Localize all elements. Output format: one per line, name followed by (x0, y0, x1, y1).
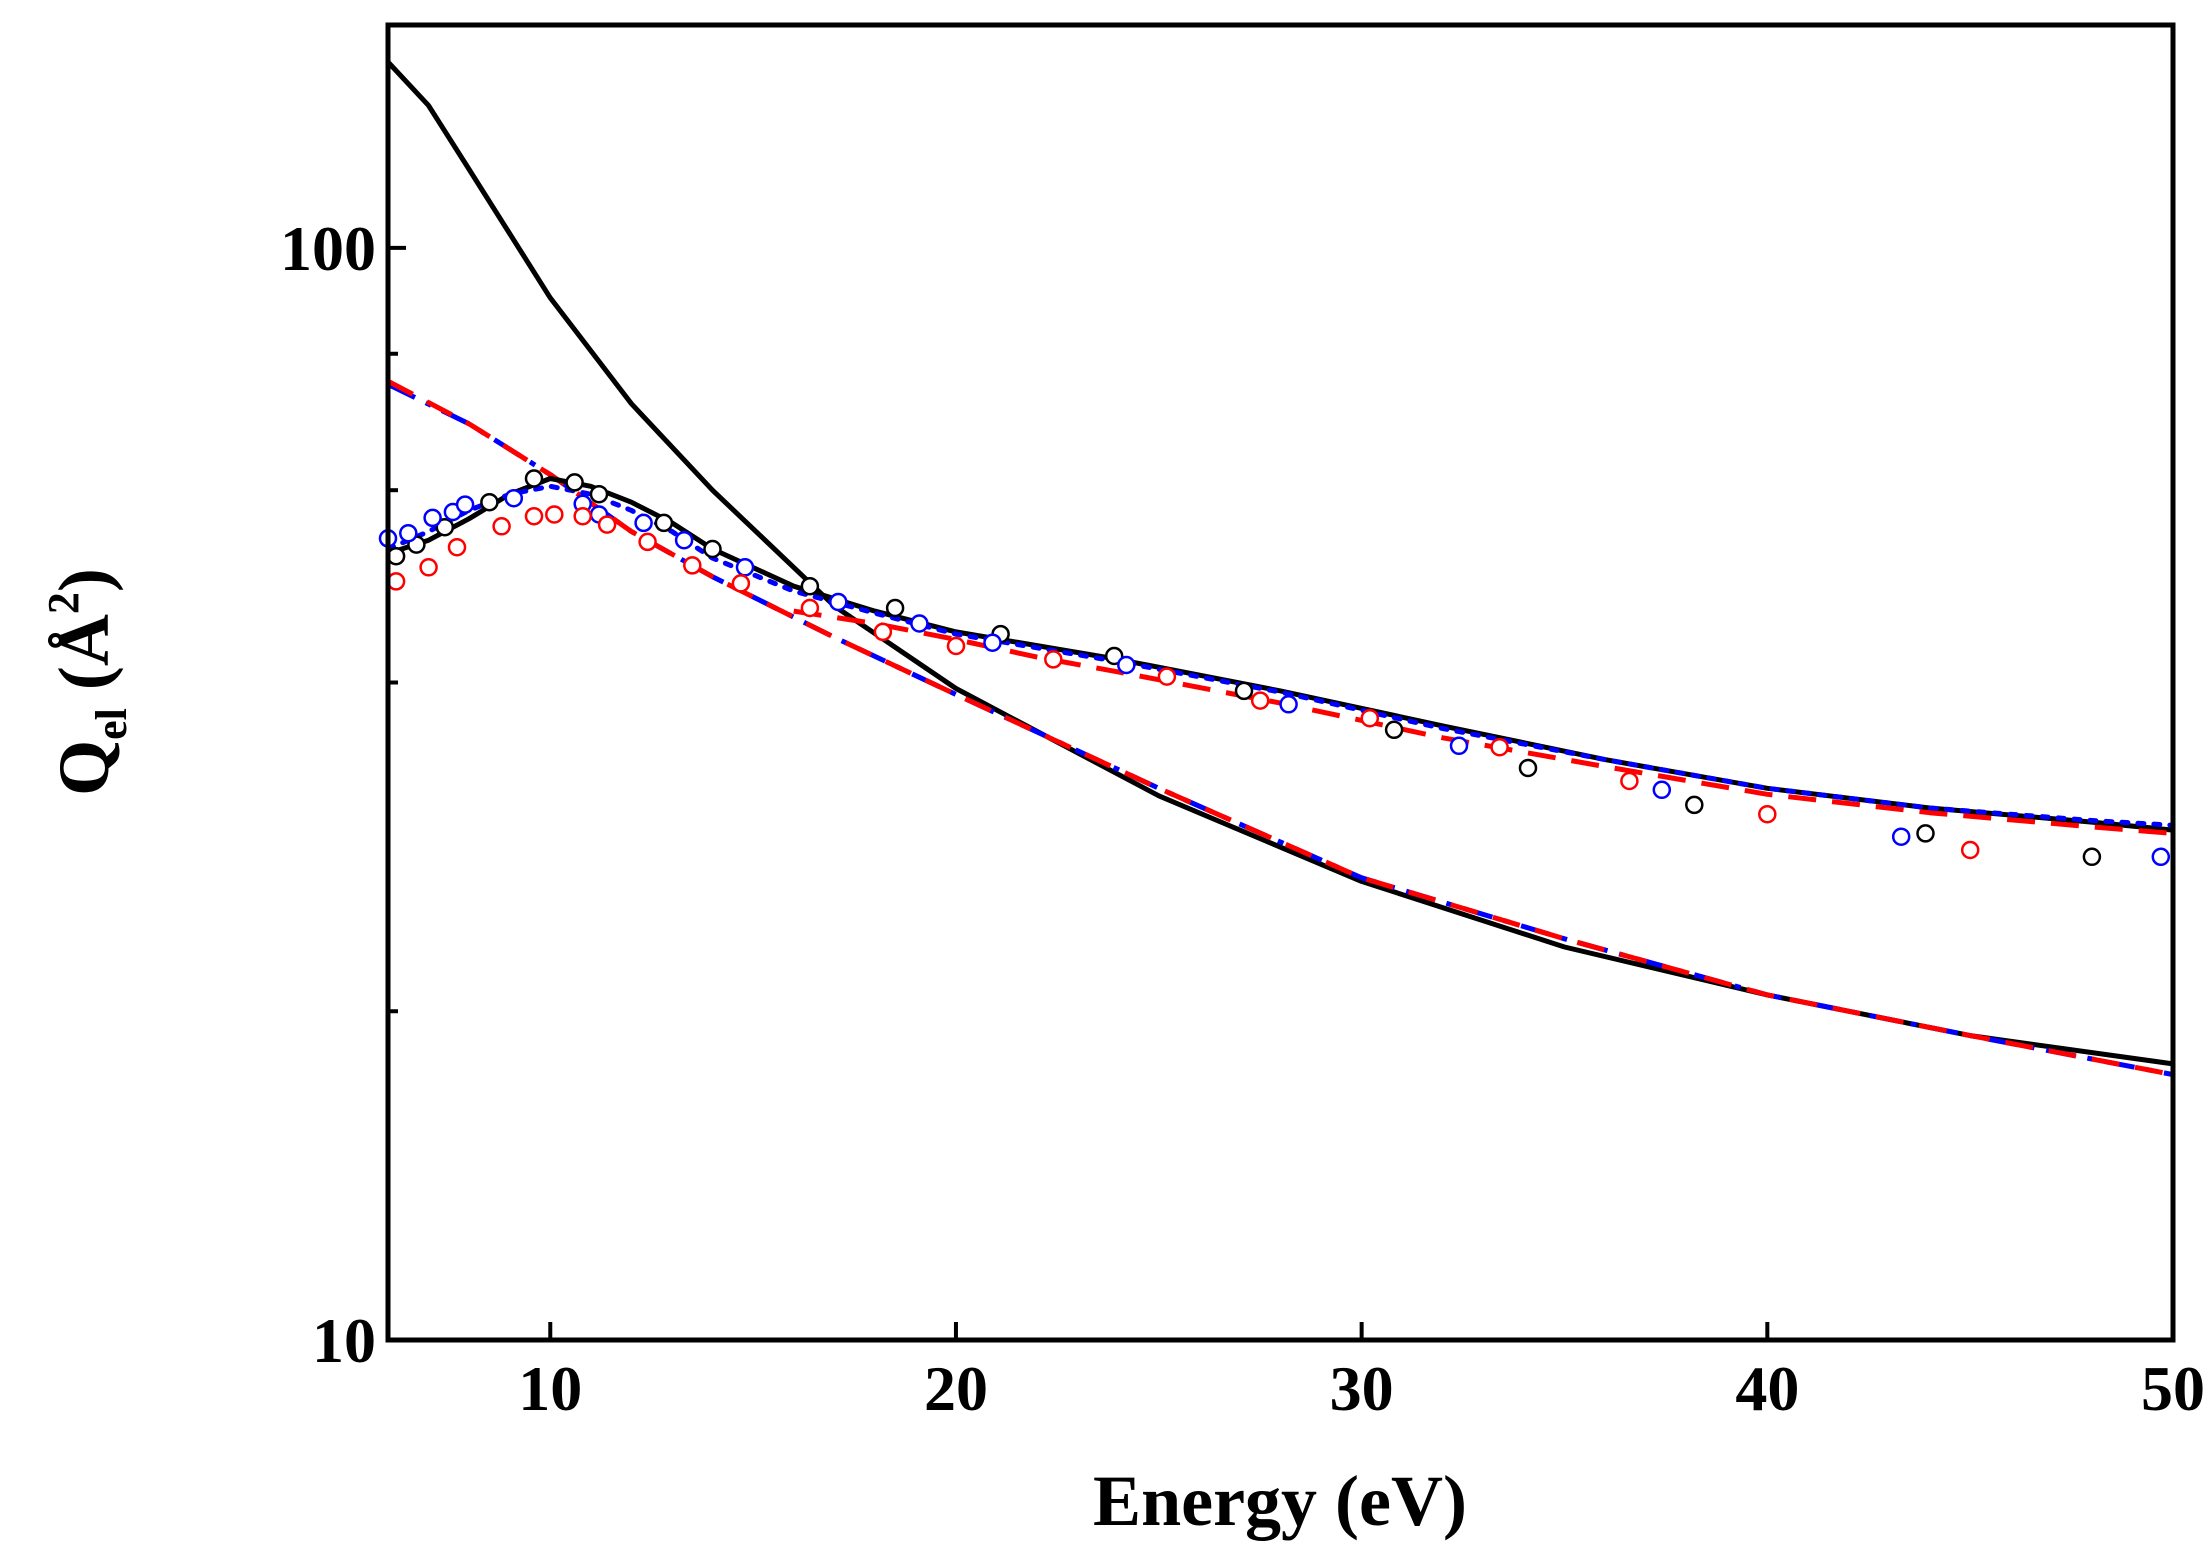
data-point-blue-open-circles (1117, 655, 1136, 675)
data-point-red-open-circles (1360, 708, 1380, 728)
data-point-black-open-circles (1384, 720, 1404, 740)
data-point-black-open-circles (1234, 681, 1254, 701)
data-point-black-open-circles (524, 469, 544, 488)
data-point-blue-open-circles (423, 508, 442, 528)
x-tick-label: 20 (924, 1353, 988, 1424)
series-line-lower-dash-red (386, 378, 2174, 1078)
data-point-red-open-circles (1620, 771, 1639, 791)
data-point-blue-open-circles (735, 558, 755, 577)
data-point-black-open-circles (1685, 795, 1704, 815)
y-axis-title-superscript: 2 (39, 592, 88, 614)
data-point-red-open-circles (492, 517, 511, 536)
data-point-red-open-circles (1157, 667, 1177, 686)
data-point-red-open-circles (419, 558, 438, 577)
x-tick-label: 10 (518, 1353, 582, 1424)
x-tick-label: 50 (2141, 1353, 2205, 1424)
data-point-black-open-circles (1518, 758, 1538, 778)
data-point-blue-open-circles (455, 495, 475, 514)
data-point-blue-open-circles (2151, 847, 2171, 867)
x-tick-label: 30 (1330, 1353, 1394, 1424)
data-point-blue-open-circles (399, 523, 418, 543)
x-axis-title: Energy (eV) (1093, 1461, 1467, 1541)
data-point-black-open-circles (1916, 824, 1935, 843)
data-point-red-open-circles (524, 506, 544, 526)
data-point-blue-open-circles (1891, 827, 1911, 846)
data-point-red-open-circles (1044, 650, 1063, 669)
series-line-middle-dot-blue (385, 483, 2176, 828)
data-point-red-open-circles (597, 515, 617, 534)
data-point-blue-open-circles (910, 614, 929, 633)
data-point-black-open-circles (800, 576, 820, 596)
y-axis-title: Qel (Å2) (39, 568, 136, 796)
data-point-blue-open-circles (829, 592, 848, 612)
data-point-blue-open-circles (634, 513, 653, 533)
data-point-blue-open-circles (1652, 780, 1672, 800)
y-axis-title-unit: (Å (44, 614, 124, 708)
x-tick-label: 40 (1735, 1353, 1799, 1424)
series-line-lower-dashdot-blue (386, 382, 2174, 1078)
data-point-red-open-circles (638, 532, 657, 552)
data-point-black-open-circles (885, 598, 905, 618)
y-axis-title-subscript: el (87, 708, 136, 740)
data-point-blue-open-circles (983, 633, 1002, 652)
data-point-red-open-circles (447, 537, 467, 557)
data-point-red-open-circles (946, 636, 966, 656)
data-point-red-open-circles (1250, 691, 1270, 710)
data-point-blue-open-circles (1449, 736, 1469, 756)
data-point-black-open-circles (1104, 646, 1124, 666)
tick-labels-layer: 10 20 30 40 50 10 100 (280, 213, 2205, 1424)
data-point-black-open-circles (480, 492, 499, 512)
data-point-red-open-circles (573, 506, 592, 526)
series-line-upper-solid-black (386, 60, 2174, 1067)
data-point-blue-open-circles (504, 488, 524, 508)
data-point-black-open-circles (435, 517, 455, 537)
y-tick-label: 100 (280, 213, 376, 284)
data-point-black-open-circles (654, 513, 674, 533)
series-line-middle-solid-black (387, 476, 2174, 833)
data-point-black-open-circles (703, 539, 722, 559)
data-point-black-open-circles (565, 473, 584, 492)
curves-layer (385, 60, 2176, 1078)
data-point-black-open-circles (2082, 847, 2102, 867)
data-point-blue-open-circles (674, 530, 694, 550)
y-axis-title-close: ) (44, 568, 124, 592)
ticks-layer (388, 245, 2175, 1342)
data-point-red-open-circles (1490, 737, 1509, 757)
data-point-blue-open-circles (1279, 695, 1298, 714)
data-point-red-open-circles (731, 574, 751, 593)
data-point-red-open-circles (800, 598, 820, 618)
y-tick-label: 10 (312, 1305, 376, 1376)
plot-frame (385, 22, 2176, 1343)
data-point-red-open-circles (1960, 840, 1980, 860)
data-point-red-open-circles (1758, 804, 1777, 824)
y-axis-title-main: Q (44, 740, 124, 796)
data-point-black-open-circles (589, 484, 609, 504)
data-point-red-open-circles (873, 622, 893, 642)
data-point-red-open-circles (545, 505, 564, 524)
data-point-red-open-circles (683, 556, 702, 575)
